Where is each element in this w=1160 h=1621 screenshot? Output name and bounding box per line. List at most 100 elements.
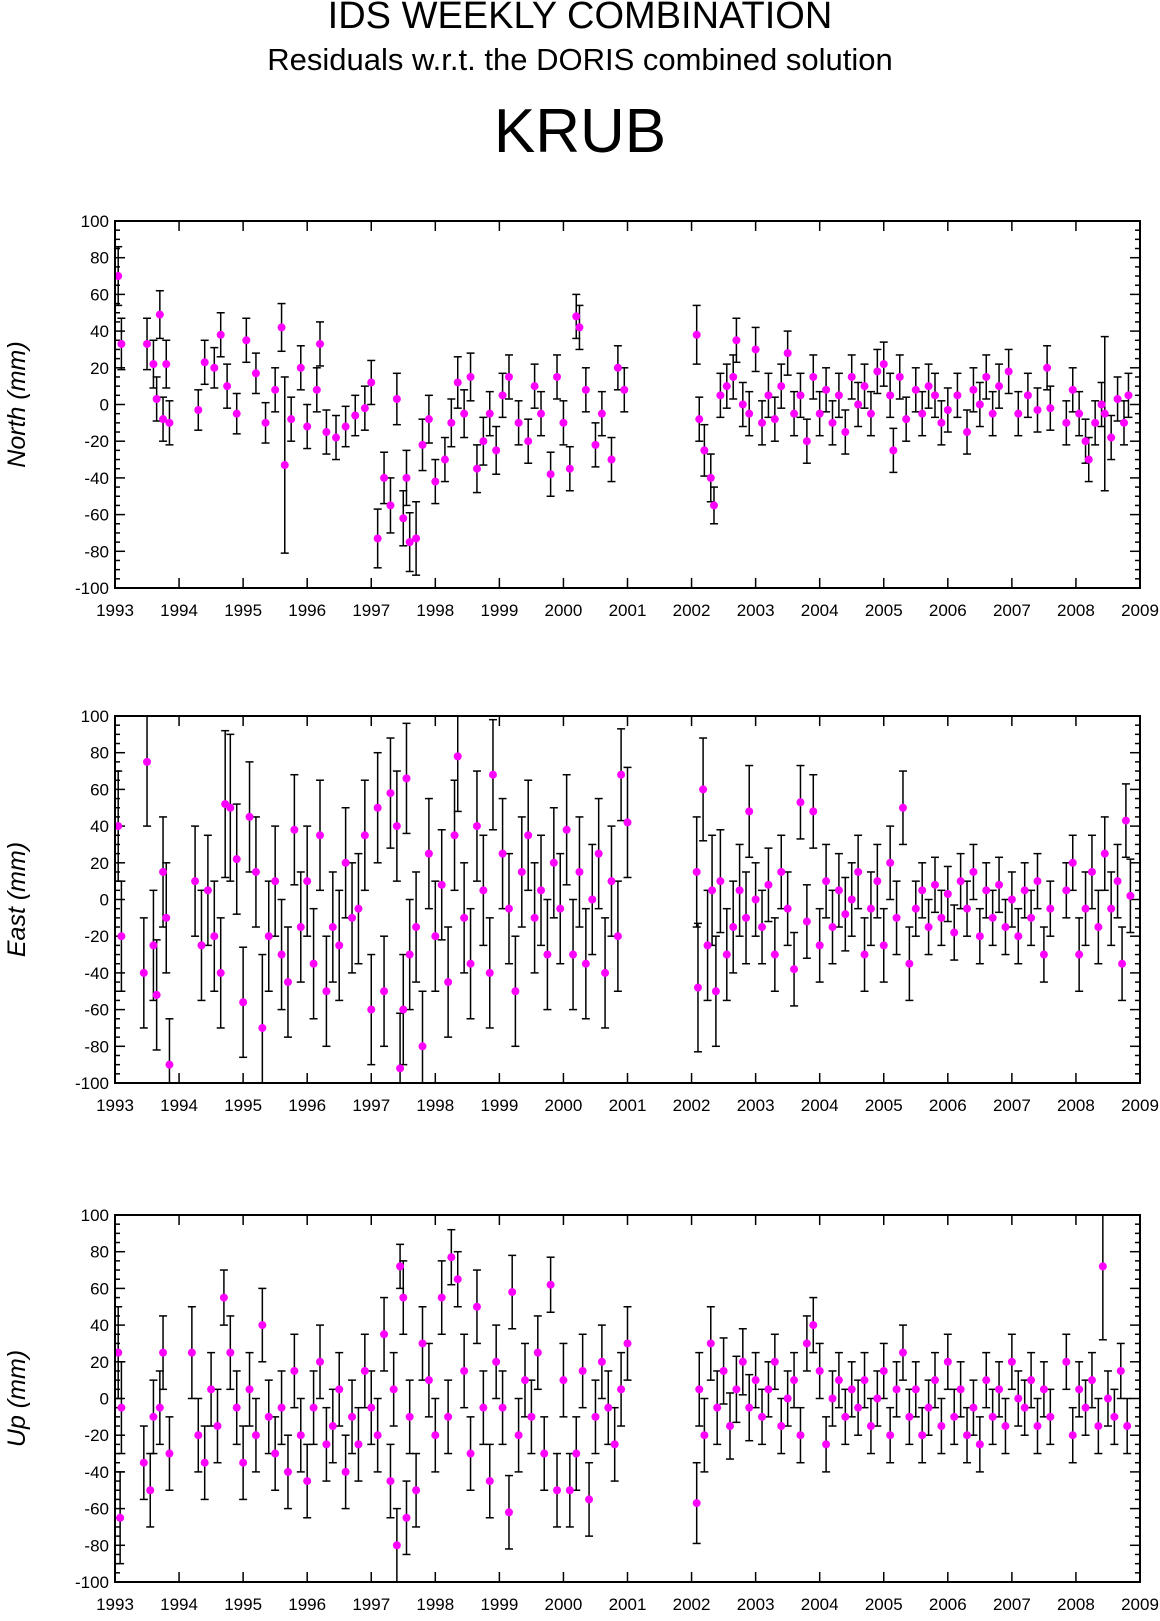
x-tick-label: 2007 [993, 1595, 1031, 1614]
data-point [911, 1385, 920, 1394]
data-point [886, 391, 895, 400]
data-point [283, 978, 292, 987]
y-tick-label: -60 [84, 1001, 109, 1020]
data-point [239, 998, 248, 1007]
data-point [572, 1449, 581, 1458]
data-point [623, 818, 632, 827]
chart-subtitle: Residuals w.r.t. the DORIS combined solu… [267, 42, 893, 77]
data-point [597, 409, 606, 418]
data-point [1124, 391, 1133, 400]
x-tick-label: 2006 [929, 1595, 967, 1614]
x-tick-label: 1996 [288, 601, 326, 620]
data-point [152, 990, 161, 999]
data-point [886, 1431, 895, 1440]
data-point [809, 372, 818, 381]
data-point [271, 877, 280, 886]
data-point [354, 904, 363, 913]
data-point [328, 923, 337, 932]
data-point [879, 941, 888, 950]
data-point [479, 1403, 488, 1412]
data-point [514, 1431, 523, 1440]
data-point [607, 877, 616, 886]
plot-frame [114, 715, 1141, 1084]
data-point [143, 757, 152, 766]
data-point [203, 886, 212, 895]
data-point [418, 440, 427, 449]
data-point [309, 959, 318, 968]
data-point [764, 1385, 773, 1394]
data-point [155, 1403, 164, 1412]
data-point [988, 1412, 997, 1421]
data-point [982, 1376, 991, 1385]
data-point [296, 1431, 305, 1440]
data-point [695, 415, 704, 424]
y-tick-label: -80 [84, 1536, 109, 1555]
y-tick-label: 80 [90, 1243, 109, 1262]
x-tick-label: 2006 [929, 601, 967, 620]
x-tick-label: 1997 [352, 601, 390, 620]
data-point [543, 950, 552, 959]
data-point [191, 877, 200, 886]
data-point [790, 1376, 799, 1385]
data-point [1110, 1412, 1119, 1421]
x-tick-label: 1993 [96, 1595, 134, 1614]
data-point [847, 372, 856, 381]
data-point [341, 1467, 350, 1476]
data-point [931, 391, 939, 400]
data-point [466, 372, 475, 381]
data-point [783, 1394, 792, 1403]
x-tick-label: 2001 [609, 601, 647, 620]
x-tick-label: 1994 [160, 1096, 198, 1115]
data-point [367, 1005, 376, 1014]
data-point [116, 1513, 125, 1522]
data-point [623, 1339, 632, 1348]
data-point [956, 1385, 965, 1394]
data-point [719, 1366, 728, 1375]
data-point [1046, 1412, 1055, 1421]
data-point [692, 1499, 701, 1508]
data-point [386, 1477, 395, 1486]
y-tick-label: 40 [90, 322, 109, 341]
data-point [898, 1348, 907, 1357]
data-point [546, 470, 555, 479]
data-point [886, 858, 895, 867]
data-point [607, 455, 616, 464]
data-point [581, 959, 590, 968]
x-tick-label: 2000 [545, 1096, 583, 1115]
y-tick-label: -80 [84, 542, 109, 561]
data-point [911, 904, 920, 913]
data-point [699, 785, 708, 794]
data-point [963, 428, 972, 437]
data-point [1033, 877, 1042, 886]
data-point [988, 409, 997, 418]
y-tick-label: 100 [81, 212, 109, 231]
data-point [159, 1348, 168, 1357]
data-point [1100, 849, 1109, 858]
data-point [866, 904, 875, 913]
data-point [770, 415, 779, 424]
data-point [1087, 1376, 1096, 1385]
data-point [216, 968, 225, 977]
data-point [854, 867, 863, 876]
x-tick-label: 1995 [224, 601, 262, 620]
data-point [460, 409, 469, 418]
x-tick-label: 2005 [865, 601, 903, 620]
data-point [373, 1431, 382, 1440]
data-point [1081, 904, 1090, 913]
data-point [617, 770, 626, 779]
x-tick-label: 2009 [1121, 601, 1159, 620]
x-tick-label: 1993 [96, 601, 134, 620]
data-point [296, 363, 305, 372]
data-point [969, 385, 978, 394]
data-point [537, 409, 546, 418]
data-point [162, 913, 171, 922]
data-point [290, 1366, 299, 1375]
data-point [613, 363, 622, 372]
data-point [277, 1403, 286, 1412]
data-point [472, 464, 481, 473]
data-point [360, 1366, 369, 1375]
chart-panel-1: -100 -80 -60 -40 -20 0 20 40 60 80 100 1993 1994 1995… [3, 707, 1159, 1115]
data-point [815, 409, 824, 418]
data-point [226, 803, 235, 812]
data-point [950, 1412, 959, 1421]
